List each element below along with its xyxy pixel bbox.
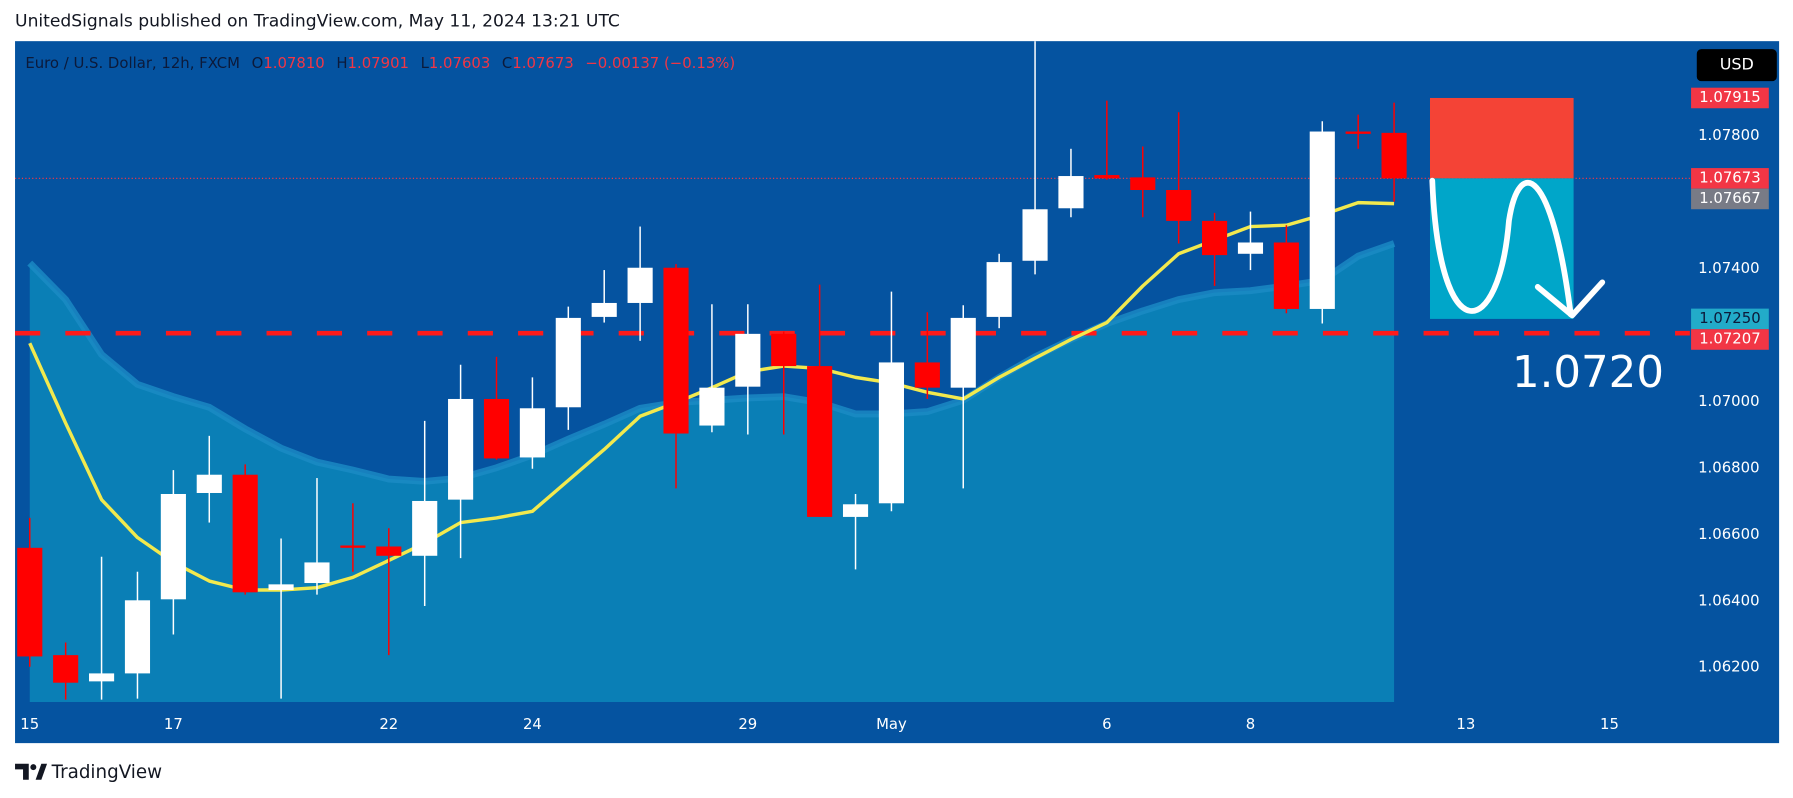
- x-tick-label: 8: [1246, 715, 1255, 733]
- legend-value: 1.07901: [348, 54, 409, 72]
- candle-body: [1381, 132, 1407, 179]
- price-label: 1.07673: [1699, 168, 1760, 186]
- y-tick-label: 1.07000: [1698, 392, 1759, 410]
- legend-value: 1.07673: [512, 54, 573, 72]
- candle-body: [483, 398, 510, 459]
- candle-body: [53, 655, 79, 683]
- candle-body: [160, 493, 186, 600]
- candle-body: [1202, 220, 1228, 256]
- footer-logo: [15, 763, 48, 780]
- candle-body: [124, 600, 151, 674]
- price-label: 1.07667: [1699, 189, 1760, 207]
- plot-area: [15, 41, 1690, 702]
- price-label-bg: [1691, 87, 1769, 109]
- candle-body: [1273, 242, 1299, 309]
- candle-body: [304, 562, 330, 584]
- currency-label[interactable]: USD: [1720, 55, 1754, 74]
- candle-body: [1237, 242, 1264, 254]
- symbol: Euro / U.S. Dollar, 12h, FXCM: [25, 54, 240, 72]
- y-tick-label: 1.06800: [1698, 458, 1759, 476]
- ma-area: [29, 243, 1395, 702]
- candle-body: [448, 398, 474, 500]
- x-tick-label: 15: [20, 715, 39, 733]
- axes: 1.06200 1.06400 1.06600 1.06800 1.07000 1.074…: [20, 87, 1769, 733]
- candle-body: [1166, 189, 1192, 221]
- candle-body: [663, 267, 689, 434]
- candle-body: [950, 317, 976, 388]
- y-tick-label: 1.06200: [1698, 658, 1759, 676]
- price-label-bg: [1691, 308, 1769, 330]
- annotation: 1.0720: [1512, 348, 1664, 398]
- legend-key: C: [502, 54, 512, 72]
- y-tick-label: 1.06400: [1698, 591, 1759, 609]
- candle-body: [1130, 177, 1156, 190]
- candle-body: [555, 317, 581, 408]
- candle-body: [1094, 175, 1120, 179]
- candle-body: [771, 333, 797, 367]
- candle-body: [196, 474, 222, 493]
- logo-mark: [35, 763, 48, 780]
- y-tick-label: 1.07800: [1698, 126, 1759, 144]
- candle-body: [232, 474, 258, 593]
- candle-body: [699, 387, 725, 426]
- legend-key: L: [421, 54, 430, 72]
- forecast-arrow: [1429, 177, 1574, 318]
- legend-key: O: [252, 54, 264, 72]
- candle-body: [878, 362, 905, 504]
- x-tick-label: 17: [164, 715, 183, 733]
- legend-value: 1.07810: [263, 54, 324, 72]
- y-tick-label: 1.06600: [1698, 525, 1759, 543]
- symbol-legend: Euro / U.S. Dollar, 12h, FXCM O1.07810 H…: [25, 54, 735, 72]
- y-tick-label: 1.07400: [1698, 259, 1759, 277]
- candle-body: [1345, 131, 1371, 134]
- footer-brand: TradingView: [51, 762, 163, 783]
- candle-body: [376, 546, 402, 556]
- x-tick-label: 22: [379, 715, 398, 733]
- candle-body: [340, 545, 366, 548]
- logo-mark: [15, 763, 29, 780]
- legend-value: 1.07603: [429, 54, 490, 72]
- legend-change: −0.00137 (−0.13%): [585, 54, 735, 72]
- candle-body: [412, 500, 438, 556]
- x-tick-label: 15: [1600, 715, 1619, 733]
- logo-dot: [30, 764, 37, 771]
- candle-body: [807, 366, 833, 517]
- candle-body: [519, 408, 545, 458]
- x-tick-label: 24: [523, 715, 542, 733]
- candle-body: [842, 504, 869, 517]
- candle-body: [591, 302, 617, 317]
- candle-body: [986, 262, 1012, 317]
- candle-body: [268, 584, 294, 591]
- candle-body: [89, 673, 115, 682]
- price-label-bg: [1691, 168, 1769, 189]
- candle-body: [1022, 209, 1048, 261]
- x-tick-label: 6: [1102, 715, 1111, 733]
- candle-body: [735, 333, 761, 387]
- x-tick-label: May: [876, 715, 907, 733]
- price-label: 1.07915: [1699, 88, 1760, 106]
- candle-body: [914, 362, 940, 388]
- legend-key: H: [336, 54, 347, 72]
- price-label: 1.07250: [1699, 309, 1760, 327]
- x-tick-label: 29: [738, 715, 757, 733]
- candle-body: [627, 267, 653, 303]
- price-label-bg: [1691, 188, 1769, 210]
- x-tick-label: 13: [1456, 715, 1475, 733]
- candle-body: [1058, 176, 1084, 209]
- publish-line: UnitedSignals published on TradingView.c…: [15, 12, 620, 32]
- price-label-bg: [1691, 329, 1769, 350]
- price-label: 1.07207: [1699, 329, 1760, 347]
- candle-body: [17, 547, 43, 657]
- stop-zone: [1429, 97, 1574, 179]
- candle-body: [1309, 131, 1335, 309]
- currency-button[interactable]: [1696, 49, 1777, 82]
- arrow-head: [1534, 279, 1606, 319]
